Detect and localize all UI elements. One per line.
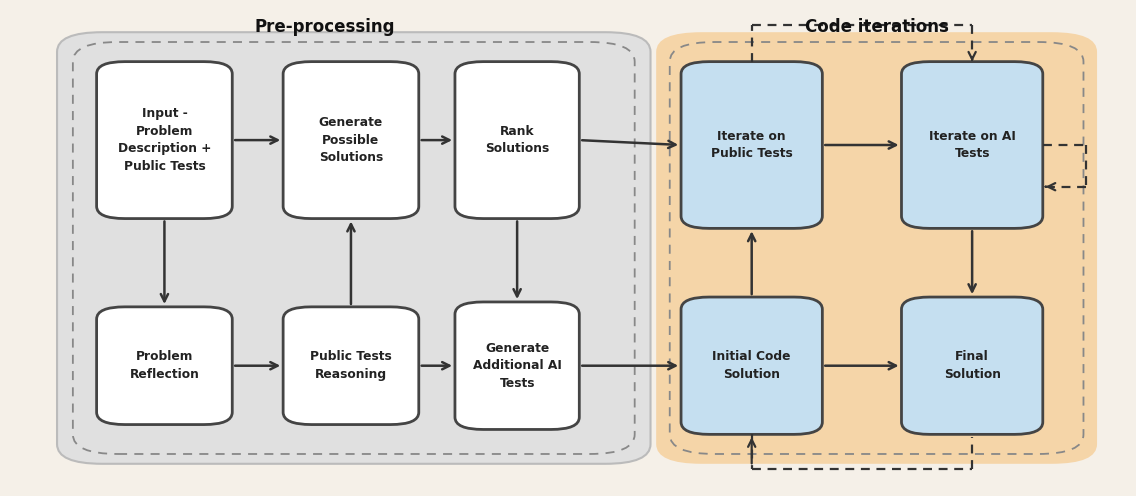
Text: Public Tests
Reasoning: Public Tests Reasoning (310, 351, 392, 381)
Text: Iterate on
Public Tests: Iterate on Public Tests (711, 130, 793, 160)
Text: Rank
Solutions: Rank Solutions (485, 125, 549, 155)
FancyBboxPatch shape (902, 62, 1043, 228)
Text: Problem
Reflection: Problem Reflection (130, 351, 200, 381)
Text: Input -
Problem
Description +
Public Tests: Input - Problem Description + Public Tes… (118, 107, 211, 173)
FancyBboxPatch shape (57, 32, 651, 464)
Text: Generate
Additional AI
Tests: Generate Additional AI Tests (473, 342, 561, 390)
Text: Generate
Possible
Solutions: Generate Possible Solutions (319, 116, 383, 164)
FancyBboxPatch shape (283, 307, 419, 425)
Text: Initial Code
Solution: Initial Code Solution (712, 351, 791, 381)
FancyBboxPatch shape (25, 22, 1111, 479)
FancyBboxPatch shape (682, 297, 822, 434)
Text: Iterate on AI
Tests: Iterate on AI Tests (929, 130, 1016, 160)
Text: Pre-processing: Pre-processing (254, 18, 395, 36)
Text: Final
Solution: Final Solution (944, 351, 1001, 381)
FancyBboxPatch shape (682, 62, 822, 228)
FancyBboxPatch shape (97, 62, 232, 219)
FancyBboxPatch shape (97, 307, 232, 425)
FancyBboxPatch shape (454, 62, 579, 219)
FancyBboxPatch shape (657, 32, 1097, 464)
FancyBboxPatch shape (454, 302, 579, 430)
FancyBboxPatch shape (902, 297, 1043, 434)
FancyBboxPatch shape (283, 62, 419, 219)
Text: Code iterations: Code iterations (804, 18, 949, 36)
